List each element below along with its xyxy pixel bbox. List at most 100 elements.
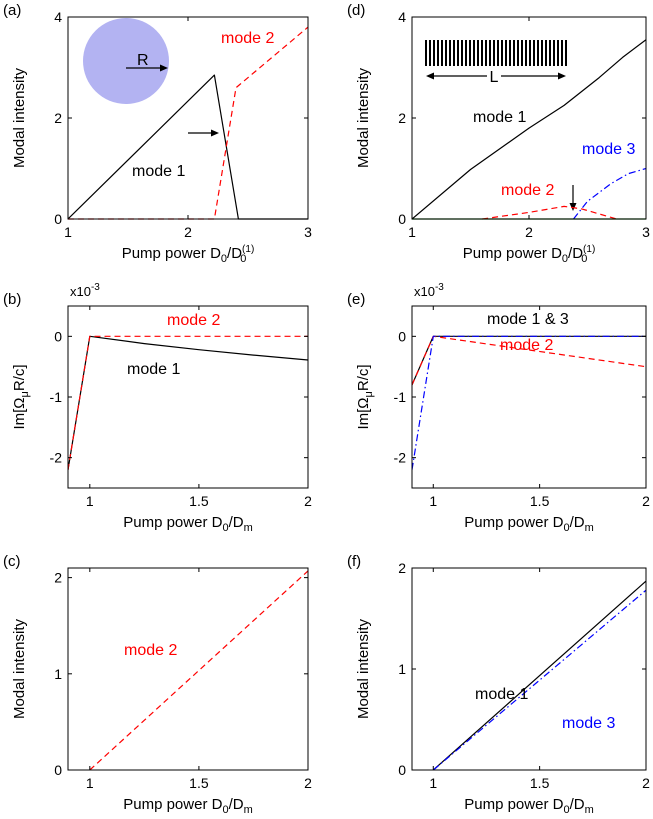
y-tick-label: 0 [54, 762, 62, 778]
series-group [432, 580, 646, 771]
y-tick-label: 2 [54, 570, 62, 586]
x-tick-label: 1.5 [530, 493, 550, 509]
grating-bar [493, 40, 495, 66]
x-tick-label: 3 [304, 224, 312, 240]
grating-bar [457, 40, 459, 66]
grating-bar [501, 40, 503, 66]
y-tick-label: 0 [398, 211, 406, 227]
panel-e: 1 1.5 2 -2 -1 0 Pump power D0/Dm Im[ΩμR/c] (e) x1… [347, 282, 650, 534]
y-axis-label: Modal intensity [355, 618, 372, 719]
panel-label: (f) [347, 553, 361, 570]
panel-label: (c) [3, 553, 21, 570]
x-tick-label: 2 [304, 493, 312, 509]
series-line-mode-1 [412, 39, 646, 220]
annotation-mode-2: mode 2 [221, 30, 274, 47]
panel-f: 1 1.5 2 0 1 2 Pump power D0/Dm Modal intensity (… [347, 553, 650, 816]
panel-label: (e) [347, 291, 365, 308]
series-line-mode-2 [68, 335, 308, 470]
grating-bar [565, 40, 567, 66]
length-label: L [490, 69, 499, 86]
annotation-mode-2: mode 2 [124, 642, 177, 659]
x-tick-label: 1 [408, 224, 416, 240]
annotation-mode-3: mode 3 [562, 715, 615, 732]
y-tick-label: 0 [398, 328, 406, 344]
series-group [412, 335, 646, 470]
y-axis-label: Modal intensity [355, 67, 372, 168]
grating-bar [445, 40, 447, 66]
x-tick-label: 2 [304, 775, 312, 791]
grating-bar [485, 40, 487, 66]
threshold-arrowhead [569, 203, 577, 211]
annotation-mode-2: mode 2 [500, 337, 553, 354]
series-line-mode-3 [412, 335, 646, 470]
x-tick-label: 2 [184, 224, 192, 240]
panel-d: L 1 2 3 0 2 4 Pump power D0/D(1) 0 Modal intensit… [347, 2, 650, 265]
annotation-mode-3: mode 3 [582, 141, 635, 158]
series-line-mode-3 [432, 589, 646, 771]
axes-frame [411, 567, 647, 771]
annotation-mode-2: mode 2 [167, 312, 220, 329]
series-line-mode-1 [68, 335, 308, 470]
x-tick-label: 1 [429, 775, 437, 791]
grating-bar [521, 40, 523, 66]
grating-bar [553, 40, 555, 66]
y-tick-label: 4 [398, 9, 406, 25]
grating-bar [481, 40, 483, 66]
grating-bar [549, 40, 551, 66]
x-axis-label: Pump power D0/D(1) 0 [122, 244, 255, 265]
x-tick-label: 2 [525, 224, 533, 240]
grating-bar [525, 40, 527, 66]
x-tick-label: 1 [429, 493, 437, 509]
length-label-bg [487, 67, 501, 85]
x-axis-label: Pump power D0/Dm [123, 514, 253, 534]
axes-frame [67, 305, 309, 489]
grating-bar [529, 40, 531, 66]
grating-bar [433, 40, 435, 66]
series-group [68, 335, 308, 470]
y-axis-label: Im[ΩμR/c] [11, 364, 31, 429]
x-tick-label: 1.5 [189, 493, 209, 509]
x-tick-label: 2 [642, 775, 650, 791]
grating-bar [425, 40, 427, 66]
annotation-mode-1: mode 1 [127, 361, 180, 378]
y-tick-label: 2 [398, 560, 406, 576]
y-axis-label: Modal intensity [11, 67, 28, 168]
grating-bar [533, 40, 535, 66]
y-tick-label: 1 [398, 661, 406, 677]
grating-bar [453, 40, 455, 66]
grating-bar [513, 40, 515, 66]
panel-b: 1 1.5 2 -2 -1 0 Pump power D0/Dm Im[ΩμR/c] (b) x1… [3, 282, 312, 534]
grating-bar [505, 40, 507, 66]
x-axis-label: Pump power D0/Dm [123, 796, 253, 816]
radius-label: R [137, 52, 149, 69]
y-tick-label: 1 [54, 666, 62, 682]
x-tick-label: 1 [86, 775, 94, 791]
series-line-mode-2 [482, 205, 617, 220]
grating-bar [557, 40, 559, 66]
axis-exponent: x10-3 [70, 282, 100, 299]
grating-bar [429, 40, 431, 66]
y-tick-label: -2 [50, 450, 63, 466]
grating-bar [477, 40, 479, 66]
axes-frame [411, 305, 647, 489]
y-tick-label: 0 [54, 328, 62, 344]
grating-bar [489, 40, 491, 66]
series-line-mode-3 [573, 167, 646, 220]
series-line-mode-1 [432, 580, 646, 771]
grating-bar [561, 40, 563, 66]
x-tick-label: 1.5 [530, 775, 550, 791]
y-axis-label: Im[ΩμR/c] [355, 364, 375, 429]
radius-arrowhead [160, 64, 168, 72]
annotation-mode-1: mode 1 [475, 686, 528, 703]
x-axis-label: Pump power D0/Dm [464, 796, 594, 816]
grating-bar [541, 40, 543, 66]
y-tick-label: 2 [54, 110, 62, 126]
grating-bar [517, 40, 519, 66]
grating-bar [469, 40, 471, 66]
grating-bar [437, 40, 439, 66]
annotation-mode-2: mode 2 [501, 182, 554, 199]
x-tick-label: 3 [642, 224, 650, 240]
grating-inset [425, 40, 567, 66]
disk-cavity-inset [83, 18, 169, 104]
x-axis-label: Pump power D0/D(1) 0 [463, 244, 596, 265]
